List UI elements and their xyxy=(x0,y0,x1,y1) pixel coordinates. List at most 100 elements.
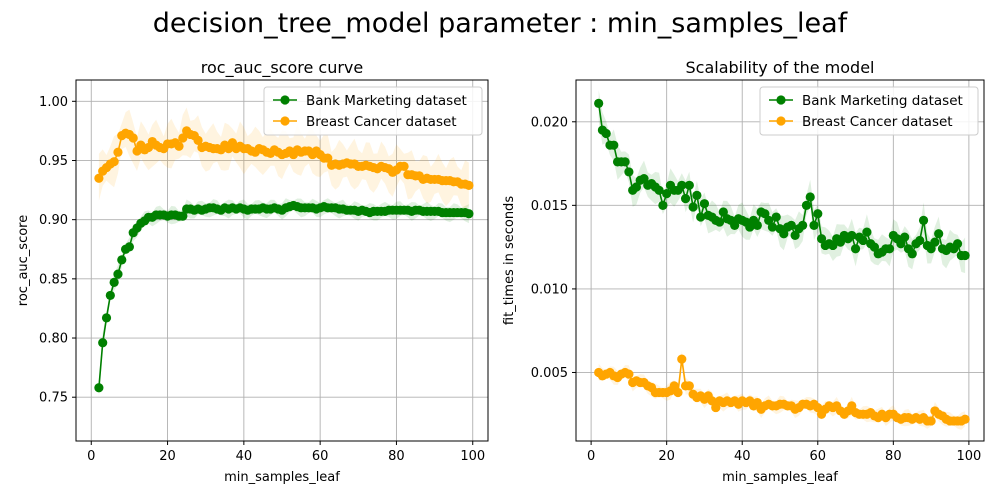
y-axis-label: fit_times in seconds xyxy=(502,196,517,325)
series-0-point xyxy=(960,250,970,261)
series-0-line xyxy=(98,204,470,388)
x-tick-label: 100 xyxy=(460,449,485,464)
x-tick-label: 60 xyxy=(810,449,827,464)
series-0-point xyxy=(624,167,634,177)
legend-label: Breast Cancer dataset xyxy=(306,114,457,130)
series-1-point xyxy=(193,135,203,145)
series-1-point xyxy=(399,161,409,172)
series-1-point xyxy=(323,153,333,163)
scalability-axes: 0 20 40 60 80 100 0.005 0.010 0.015 0.020 Scalabil… xyxy=(502,58,985,485)
series-0-point xyxy=(684,180,694,190)
series-0-point xyxy=(805,192,815,202)
series-0-point xyxy=(798,220,808,231)
series-0-point xyxy=(752,220,762,231)
y-axis-label: roc_auc_score xyxy=(16,215,31,306)
series-1-point xyxy=(847,401,857,411)
x-tick-label: 20 xyxy=(658,449,675,464)
series-0-point xyxy=(105,290,115,301)
series-0-point xyxy=(816,234,827,244)
series-0-point xyxy=(94,383,104,393)
series-0-point xyxy=(786,220,796,231)
series-0-point xyxy=(639,174,649,184)
series-0-point xyxy=(858,235,868,246)
series-1-point xyxy=(677,354,687,364)
series-0-point xyxy=(779,229,789,239)
series-1-point xyxy=(178,133,188,143)
series-0-point xyxy=(601,128,611,139)
series-0-point xyxy=(594,98,604,108)
figure-suptitle: decision_tree_model parameter : min_samp… xyxy=(153,8,849,39)
series-0-point xyxy=(862,227,872,237)
series-0-point xyxy=(699,199,710,209)
series-1-point xyxy=(113,147,123,157)
x-axis-label: min_samples_leaf xyxy=(722,470,838,485)
series-0-point xyxy=(952,239,963,249)
x-tick-label: 80 xyxy=(885,449,902,464)
y-tick-label: 0.015 xyxy=(531,199,568,214)
series-1-point xyxy=(707,396,717,406)
series-0-point xyxy=(730,220,740,231)
series-0-point xyxy=(801,200,812,210)
series-0-point xyxy=(900,232,910,242)
series-0-point xyxy=(847,230,857,241)
series-1-point xyxy=(813,402,823,413)
series-1-point xyxy=(684,381,694,391)
series-0-point xyxy=(745,222,755,232)
y-tick-label: 0.95 xyxy=(39,154,68,169)
series-0-point xyxy=(896,239,906,249)
legend-box xyxy=(263,86,483,136)
axes-title: Scalability of the model xyxy=(686,58,875,77)
series-0-point xyxy=(631,182,642,192)
y-tick-label: 0.010 xyxy=(531,282,568,297)
series-0-point xyxy=(464,209,474,219)
series-1-point xyxy=(711,402,721,413)
series-0-point xyxy=(124,242,135,252)
series-0-point xyxy=(915,235,925,246)
series-0-point xyxy=(930,237,940,247)
series-1-point xyxy=(624,369,634,379)
series-0-point xyxy=(609,140,619,150)
legend-label: Bank Marketing dataset xyxy=(306,93,467,109)
legend-box xyxy=(759,86,979,136)
y-tick-label: 0.90 xyxy=(39,213,68,228)
series-1-point xyxy=(109,157,119,167)
x-tick-label: 100 xyxy=(956,449,981,464)
series-0-point xyxy=(828,240,838,251)
roc-auc-score-axes: 0 20 40 60 80 100 0.75 0.80 0.85 0.90 0.95 1.00 roc_… xyxy=(16,58,489,485)
series-0-point xyxy=(696,212,706,222)
axes-frame xyxy=(75,79,489,442)
y-tick-label: 0.020 xyxy=(531,115,568,130)
series-0-point xyxy=(117,255,127,265)
x-axis-label: min_samples_leaf xyxy=(224,470,340,485)
legend-marker xyxy=(280,95,290,105)
series-1-point xyxy=(464,180,474,190)
series-0-point xyxy=(934,229,944,239)
legend-marker xyxy=(776,95,786,105)
series-0-point xyxy=(760,209,770,219)
series-0-point xyxy=(764,215,774,225)
series-0-point xyxy=(869,242,880,252)
legend-marker xyxy=(776,116,786,126)
series-0-point xyxy=(809,220,819,231)
series-1-point xyxy=(174,141,184,151)
series-1-point xyxy=(94,173,104,183)
series-0-point xyxy=(718,207,728,217)
y-tick-label: 1.00 xyxy=(39,95,68,110)
series-0-point xyxy=(790,230,800,241)
series-0-point xyxy=(918,215,929,225)
series-0-point xyxy=(620,157,630,167)
x-tick-label: 40 xyxy=(734,449,751,464)
series-0-point xyxy=(662,189,672,199)
series-0-point xyxy=(658,200,668,210)
series-0-point xyxy=(113,269,123,279)
series-0-point xyxy=(688,202,698,212)
series-0-point xyxy=(767,222,778,232)
x-tick-label: 40 xyxy=(236,449,253,464)
y-tick-label: 0.80 xyxy=(39,332,68,347)
legend-label: Bank Marketing dataset xyxy=(802,93,963,109)
series-0-point xyxy=(680,194,691,204)
series-0-point xyxy=(714,217,725,227)
series-1-point xyxy=(673,387,683,398)
series-1-point xyxy=(669,381,679,391)
